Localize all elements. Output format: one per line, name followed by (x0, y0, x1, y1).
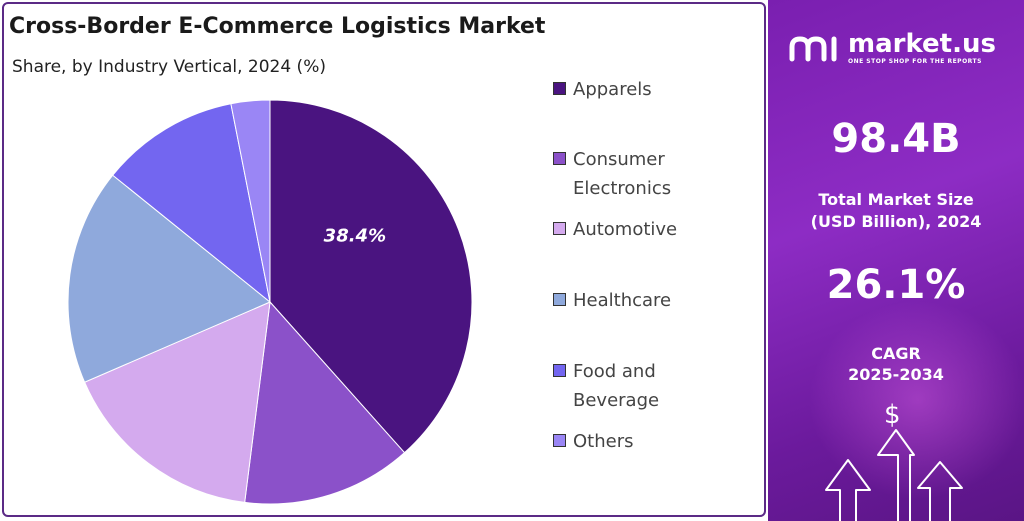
legend-label: Automotive (573, 219, 678, 240)
legend-item-others: Others (553, 427, 703, 456)
pie-data-label: 38.4% (324, 226, 386, 247)
legend-item-food-and-beverage: Food and Beverage (553, 357, 703, 415)
cagr-label-line2: 2025-2034 (848, 365, 944, 384)
brand: market.us ONE STOP SHOP FOR THE REPORTS (786, 30, 996, 65)
pie-slice-consumer-electronics (244, 300, 406, 505)
legend-label: Apparels (573, 79, 652, 100)
pie-slice-others (230, 99, 271, 303)
summary-panel: market.us ONE STOP SHOP FOR THE REPORTS … (768, 0, 1024, 521)
market-size-value: 98.4B (831, 116, 961, 162)
growth-arrows (825, 429, 963, 521)
chart-subtitle: Share, by Industry Vertical, 2024 (%) (12, 57, 326, 77)
legend-label: Consumer Electronics (573, 149, 672, 199)
pie-chart: 38.4% (67, 99, 473, 505)
up-arrow-icon (825, 429, 963, 521)
legend-item-apparels: Apparels (553, 75, 703, 104)
legend-swatch (553, 293, 566, 306)
legend-label: Healthcare (573, 290, 672, 311)
cagr-value: 26.1% (826, 262, 966, 308)
brand-tagline: ONE STOP SHOP FOR THE REPORTS (848, 58, 982, 65)
market-us-logo-icon (789, 35, 837, 61)
legend-swatch (553, 364, 566, 377)
cagr-label-line1: CAGR (871, 344, 921, 363)
pie-slice-apparels (269, 99, 473, 454)
brand-name: market.us (848, 29, 996, 59)
market-size-label-line1: Total Market Size (818, 190, 974, 209)
pie-slice-healthcare (67, 174, 271, 383)
dollar-icon: $ (884, 400, 901, 430)
pie-slice-automotive (83, 301, 271, 503)
legend-item-automotive: Automotive (553, 215, 703, 244)
legend-swatch (553, 434, 566, 447)
legend-label: Food and Beverage (573, 361, 660, 411)
pie-slice-food-and-beverage (112, 103, 271, 304)
chart-title: Cross-Border E-Commerce Logistics Market (9, 14, 546, 39)
legend-swatch (553, 222, 566, 235)
legend-swatch (553, 82, 566, 95)
legend-item-healthcare: Healthcare (553, 286, 703, 315)
legend-item-consumer-electronics: Consumer Electronics (553, 145, 703, 203)
legend-swatch (553, 152, 566, 165)
market-size-label-line2: (USD Billion), 2024 (810, 212, 982, 231)
legend-label: Others (573, 431, 634, 452)
